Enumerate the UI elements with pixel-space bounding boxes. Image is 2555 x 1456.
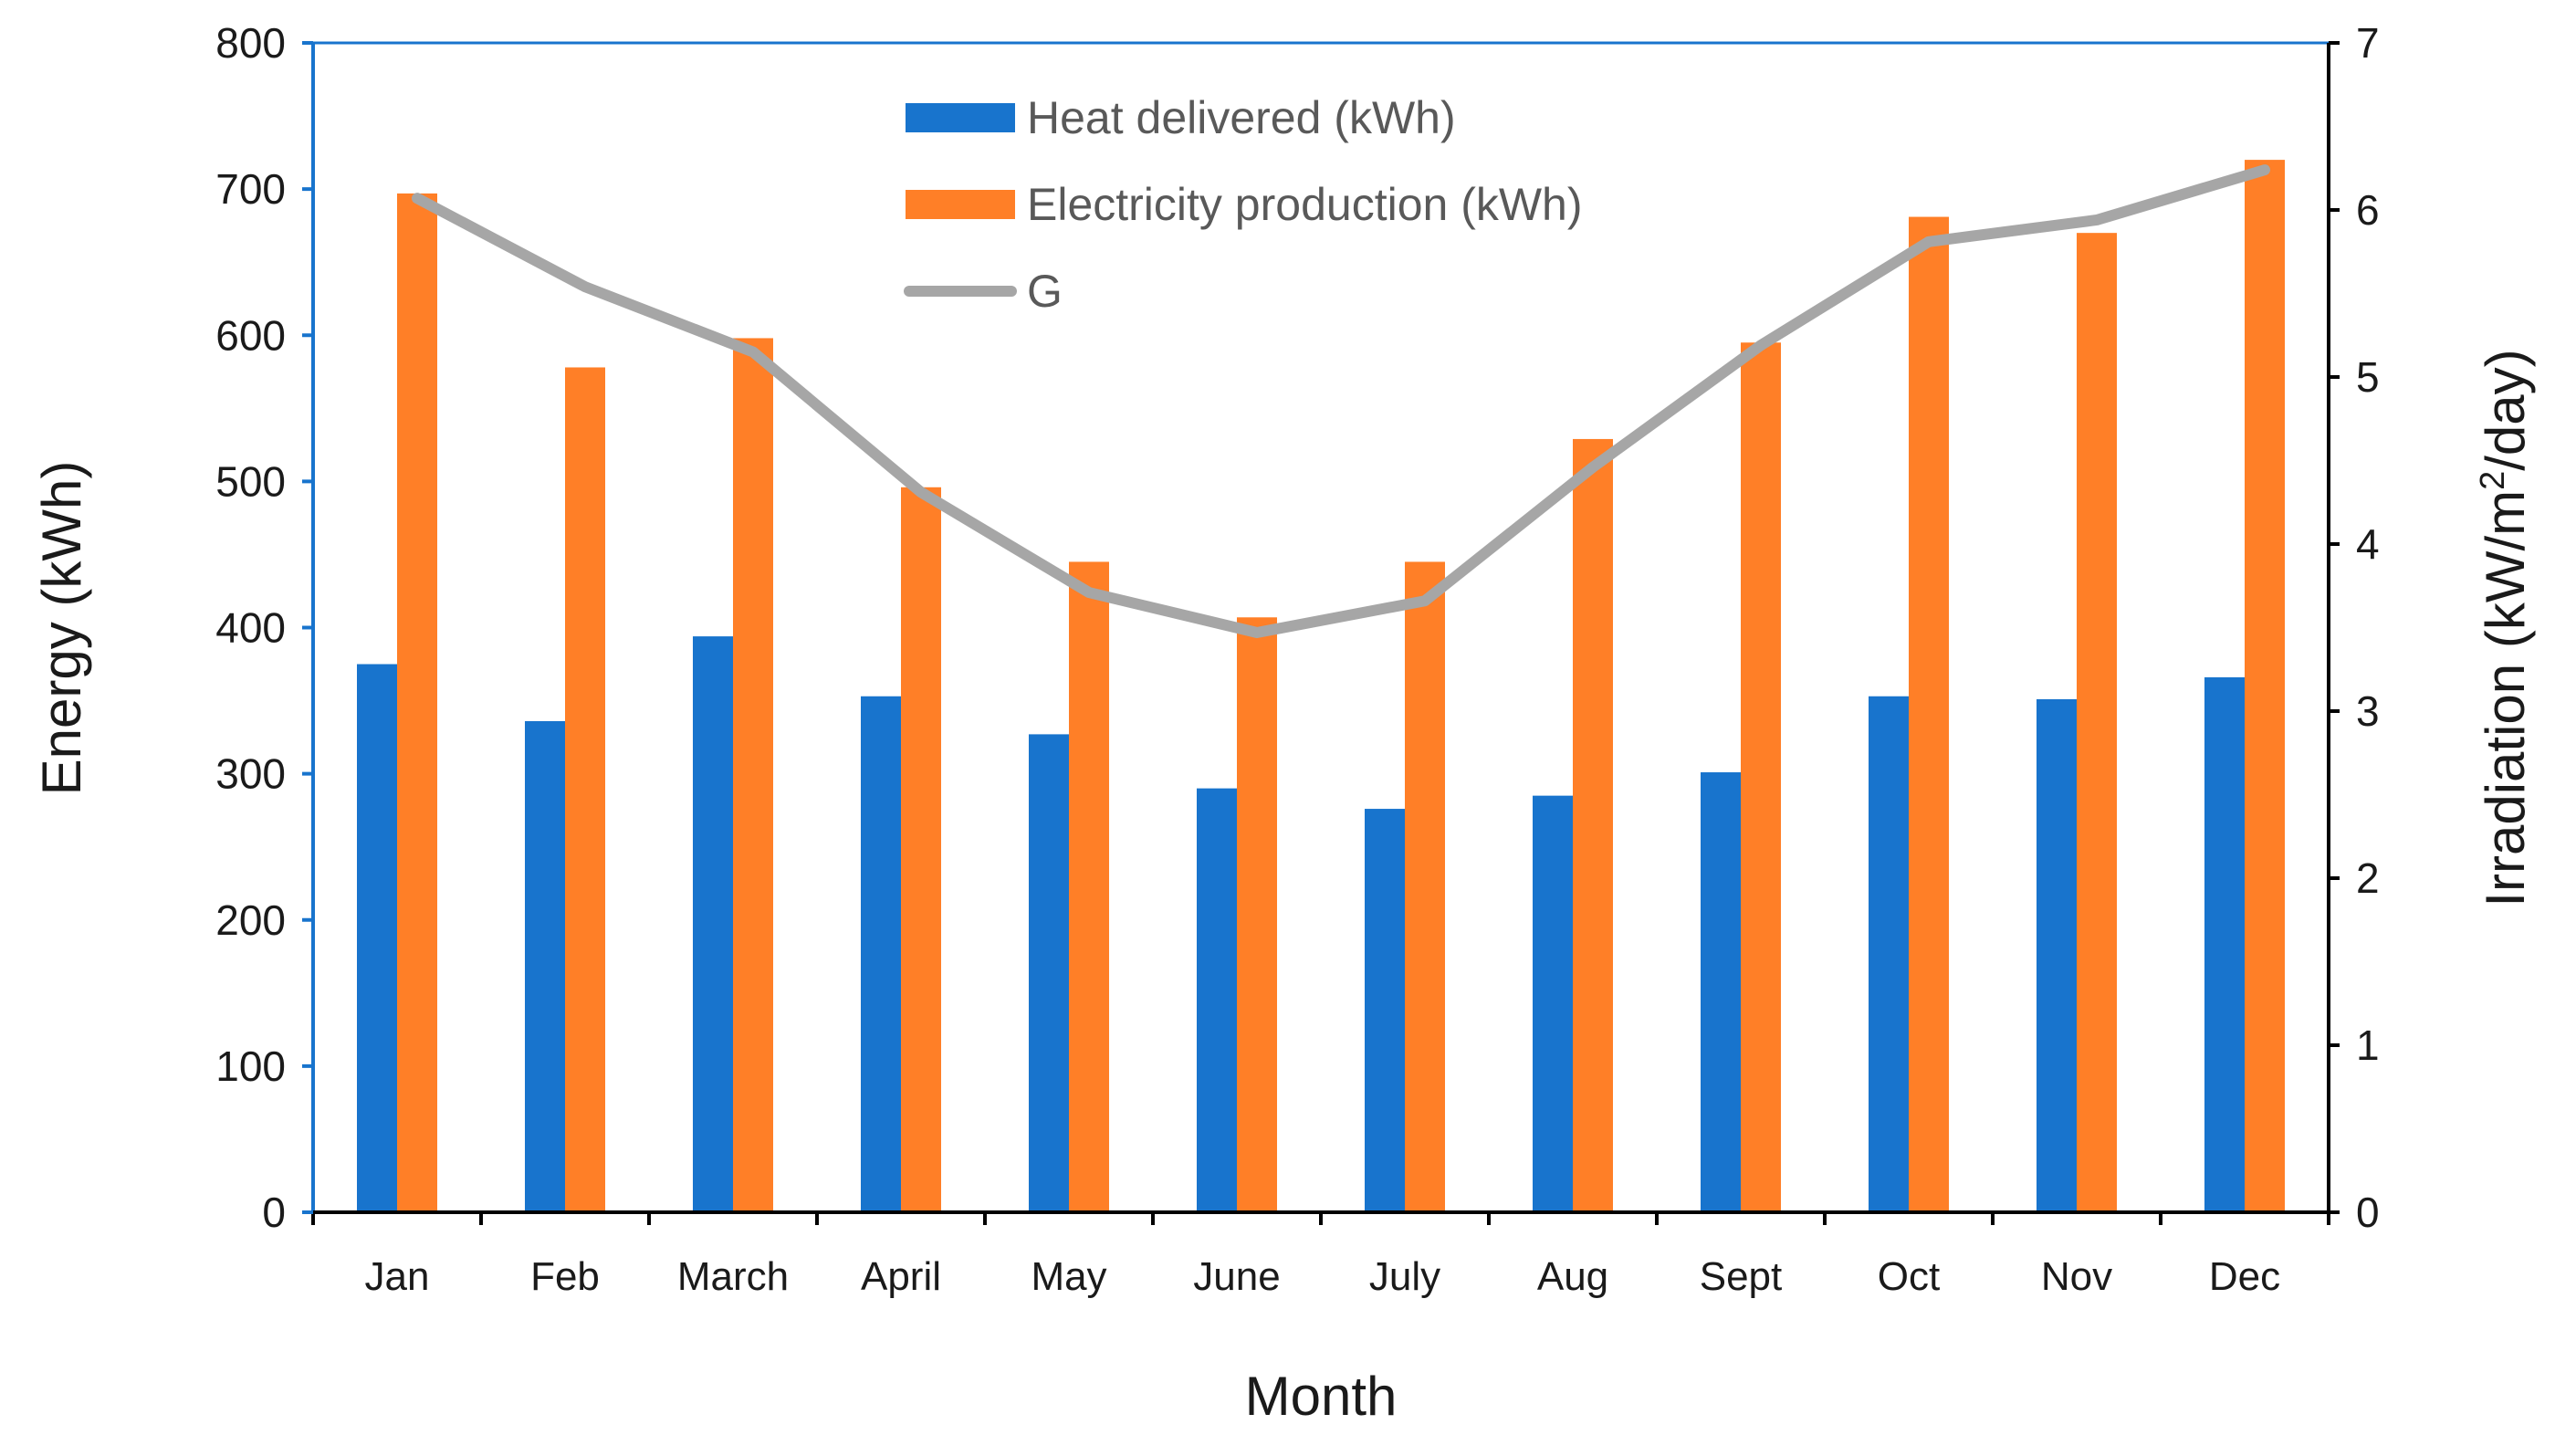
bar-heat-delivered: [1197, 788, 1237, 1212]
y-tick-label: 200: [215, 896, 286, 944]
x-tick-label: Dec: [2209, 1254, 2280, 1299]
bar-electricity-production: [1405, 561, 1445, 1212]
y-tick-label: 600: [215, 311, 286, 359]
bar-heat-delivered: [1533, 795, 1573, 1212]
x-tick-label: Jan: [365, 1254, 430, 1299]
y-tick-label: 300: [215, 750, 286, 798]
y2-tick-label: 0: [2356, 1189, 2380, 1236]
bar-electricity-production: [1237, 617, 1277, 1212]
y2-title-superscript: 2: [2474, 471, 2512, 490]
x-axis-title: Month: [1245, 1366, 1398, 1427]
bars-layer: [357, 160, 2285, 1213]
x-tick-label: May: [1031, 1254, 1106, 1299]
y-tick-label: 500: [215, 457, 286, 505]
y-tick-label: 0: [262, 1189, 286, 1236]
x-tick-label: June: [1193, 1254, 1280, 1299]
line-g: [412, 164, 2270, 638]
y2-tick-label: 2: [2356, 854, 2380, 902]
legend-swatch-electricity: [906, 190, 1015, 219]
bar-heat-delivered: [525, 720, 565, 1212]
legend-swatch-heat: [906, 103, 1015, 132]
x-tick-label: Feb: [530, 1254, 600, 1299]
bar-electricity-production: [1741, 342, 1781, 1213]
bar-heat-delivered: [861, 696, 901, 1212]
line-layer: [412, 164, 2270, 638]
y2-tick-label: 7: [2356, 19, 2380, 67]
y-tick-label: 400: [215, 604, 286, 652]
bar-heat-delivered: [1365, 809, 1405, 1212]
legend-label-g: G: [1027, 266, 1063, 317]
bar-electricity-production: [733, 338, 773, 1212]
bar-electricity-production: [1573, 438, 1613, 1213]
bar-heat-delivered: [1869, 696, 1909, 1212]
bar-electricity-production: [1069, 561, 1109, 1212]
bar-electricity-production: [2245, 160, 2285, 1213]
y2-tick-label: 4: [2356, 520, 2380, 568]
bar-heat-delivered: [357, 664, 397, 1212]
bar-heat-delivered: [1701, 772, 1741, 1212]
y2-axis-title: Irradiation (kW/m2/day): [2474, 349, 2536, 906]
y2-tick-label: 3: [2356, 687, 2380, 735]
axes-layer: Jan Feb March April May June July Aug Sept Oct Nov…: [215, 19, 2379, 1299]
bar-heat-delivered: [2204, 676, 2245, 1212]
y-tick-label: 100: [215, 1042, 286, 1090]
legend-label-electricity: Electricity production (kWh): [1027, 179, 1583, 230]
y-axis-title: Energy (kWh): [31, 461, 92, 796]
y-tick-label: 700: [215, 165, 286, 213]
x-tick-label: Oct: [1878, 1254, 1940, 1299]
legend: Heat delivered (kWh) Electricity producti…: [904, 92, 1583, 317]
y-tick-label: 800: [215, 19, 286, 67]
x-tick-label: Nov: [2041, 1254, 2112, 1299]
bar-heat-delivered: [2037, 698, 2077, 1212]
bar-heat-delivered: [1029, 734, 1069, 1212]
x-tick-label: March: [677, 1254, 789, 1299]
y2-tick-label: 1: [2356, 1021, 2380, 1069]
legend-label-heat: Heat delivered (kWh): [1027, 92, 1456, 143]
x-tick-label: April: [861, 1254, 941, 1299]
bar-electricity-production: [565, 367, 605, 1212]
y2-title-part: /day): [2475, 349, 2536, 470]
bar-electricity-production: [901, 487, 941, 1212]
bar-electricity-production: [397, 193, 437, 1213]
bar-heat-delivered: [693, 636, 733, 1212]
x-tick-label: July: [1369, 1254, 1440, 1299]
y2-tick-label: 6: [2356, 186, 2380, 234]
y2-tick-label: 5: [2356, 353, 2380, 401]
bar-electricity-production: [1909, 216, 1949, 1213]
y2-title-part: Irradiation (kW/m: [2475, 490, 2536, 907]
bar-electricity-production: [2077, 233, 2117, 1213]
x-tick-label: Sept: [1700, 1254, 1783, 1299]
x-tick-label: Aug: [1537, 1254, 1608, 1299]
